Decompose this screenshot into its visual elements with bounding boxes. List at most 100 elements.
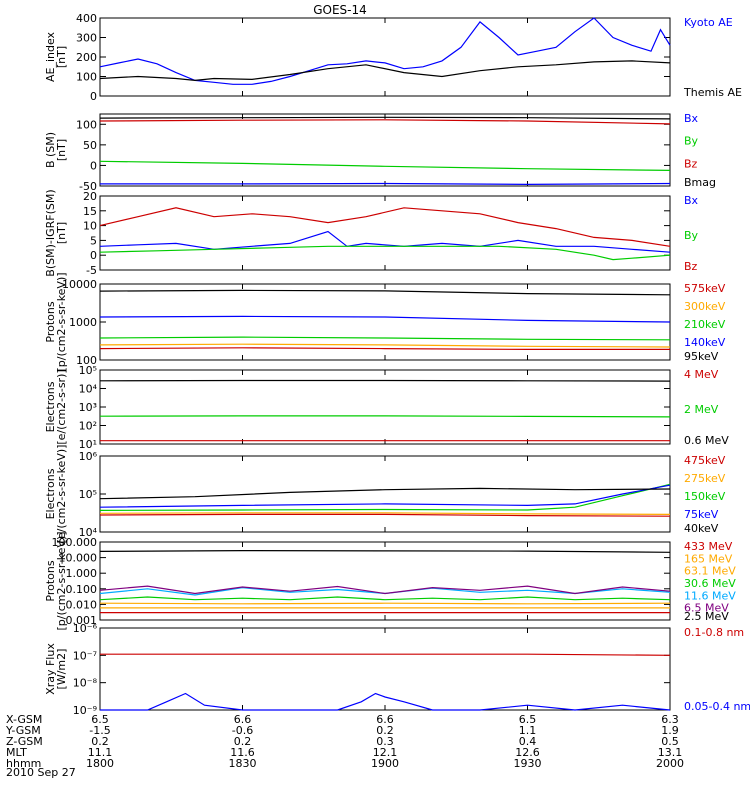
legend-entry: Bx [684, 112, 699, 125]
y-tick-label: 100 [76, 354, 97, 367]
ephemeris-value: 11.6 [230, 746, 255, 759]
y-tick-label: 100 [76, 71, 97, 84]
legend-entry: Kyoto AE [684, 16, 733, 29]
y-axis-label: Electrons[e/(cm2-s-sr-keV)] [44, 445, 68, 544]
ephemeris-value: 0.3 [376, 735, 394, 748]
y-tick-label: -50 [79, 180, 97, 193]
y-tick-label: 10³ [79, 401, 97, 414]
series-line [99, 60, 671, 82]
y-tick-label: 10⁻⁶ [73, 622, 98, 635]
series-line [100, 692, 671, 711]
ephemeris-value: 0.5 [661, 735, 679, 748]
series-line [99, 549, 671, 553]
panel-3: -5 0 510 15 20 B(SM)-IGRF(SM)[nT] Bx By Bz [44, 189, 699, 277]
series-line [99, 415, 671, 418]
y-tick-label: 10000 [62, 278, 97, 291]
ephemeris-value: 11.1 [88, 746, 113, 759]
ephemeris-label: MLT [6, 746, 27, 759]
ephemeris-value: 6.6 [234, 713, 252, 726]
ephemeris-value: 1.1 [519, 724, 537, 737]
legend-entry: 433 MeV [684, 540, 733, 553]
series-line [99, 336, 671, 341]
y-tick-label: 100 [76, 118, 97, 131]
series-line [99, 585, 671, 595]
series-line [100, 653, 671, 656]
series-line [99, 487, 671, 500]
legend-entry: Themis AE [683, 86, 742, 99]
legend-entry: 4 MeV [684, 368, 719, 381]
series-line [99, 315, 671, 323]
series-line [99, 347, 670, 350]
y-tick-label: 200 [76, 51, 97, 64]
ephemeris-value: 0.4 [519, 735, 537, 748]
legend-entry: 11.6 MeV [684, 589, 736, 602]
legend-entry: 165 MeV [684, 552, 733, 565]
y-tick-label: 10⁵ [79, 364, 97, 377]
y-tick-label: 10⁵ [79, 488, 97, 501]
legend-entry: 150keV [684, 490, 726, 503]
y-tick-label: -5 [86, 264, 97, 277]
ephemeris-label: Z-GSM [6, 735, 43, 748]
series-line [99, 602, 671, 605]
y-axis-label: Protons[p/(cm2-s-sr-keV)] [44, 531, 68, 630]
ephemeris-value: -0.6 [232, 724, 253, 737]
legend-entry: By [684, 229, 699, 242]
legend-entry: Bmag [684, 176, 716, 189]
legend-entry: 6.5 MeV [684, 602, 729, 615]
series-line [99, 343, 671, 348]
ephemeris-label: hhmm [6, 757, 41, 770]
legend-entry: 0.1-0.8 nm [684, 626, 744, 639]
ephemeris-value: 6.3 [661, 713, 679, 726]
y-tick-label: 300 [76, 32, 97, 45]
legend-entry: 575keV [684, 282, 726, 295]
panel-2: -50 0 50 100 B (SM)[nT] Bx By Bz Bmag [44, 112, 716, 193]
series-line [99, 230, 671, 253]
legend-entry: 275keV [684, 472, 726, 485]
y-tick-label: 1.000 [66, 567, 98, 580]
ephemeris-value: 0.2 [376, 724, 394, 737]
series-line [99, 207, 671, 247]
legend-entry: 2 MeV [684, 403, 719, 416]
y-axis-label: B(SM)-IGRF(SM)[nT] [44, 189, 68, 276]
ephemeris-value: 2000 [656, 757, 684, 770]
y-tick-label: 0 [90, 159, 97, 172]
series-line [99, 160, 671, 171]
ephemeris-value: 1.9 [661, 724, 679, 737]
date-label: 2010 Sep 27 [6, 766, 76, 779]
y-tick-label: 10¹ [79, 438, 97, 451]
ephemeris-value: 12.1 [373, 746, 398, 759]
panel-6: 10⁴ 10⁵ 10⁶ Electrons[e/(cm2-s-sr-keV)] 475k… [44, 445, 726, 544]
y-tick-label: 5 [90, 234, 97, 247]
ephemeris-label: X-GSM [6, 713, 42, 726]
legend-entry: 210keV [684, 318, 726, 331]
legend-entry: 30.6 MeV [684, 577, 736, 590]
ephemeris-value: 1930 [514, 757, 542, 770]
legend-entry: 75keV [684, 508, 719, 521]
panel-frame [99, 113, 671, 187]
y-tick-label: 0.100 [66, 583, 98, 596]
y-axis-label: Electrons[e/(cm2-s-sr)] [44, 369, 68, 444]
legend-entry: 40keV [684, 522, 719, 535]
y-tick-label: 10⁻⁸ [73, 677, 98, 690]
series-line [99, 512, 671, 516]
legend-entry: Bx [684, 194, 699, 207]
y-tick-label: 0.001 [66, 614, 98, 627]
panel-frame [99, 455, 671, 533]
panel-5: 10¹ 10² 10³ 10⁴ 10⁵ Electrons[e/(cm2-s-sr)] 4 … [44, 364, 729, 451]
y-tick-label: 0 [90, 90, 97, 103]
panel-frame [99, 627, 671, 711]
ephemeris-value: 6.5 [91, 713, 109, 726]
y-tick-label: 0 [90, 249, 97, 262]
panel-7: 0.001 0.010 0.100 1.000 10.000 100.000Protons… [44, 531, 736, 630]
y-tick-label: 1000 [69, 316, 97, 329]
legend-entry: Bz [684, 157, 698, 170]
legend-entry: 140keV [684, 336, 726, 349]
ephemeris-value: -1.5 [89, 724, 110, 737]
y-tick-label: 10⁻⁷ [73, 649, 97, 662]
panel-8: 10⁻⁹ 10⁻⁸ 10⁻⁷ 10⁻⁶ Xray Flux[W/m2] 0.1-0.8 n… [44, 622, 750, 717]
series-line [99, 17, 671, 85]
panel-frame [99, 195, 671, 271]
series-line [100, 182, 671, 186]
